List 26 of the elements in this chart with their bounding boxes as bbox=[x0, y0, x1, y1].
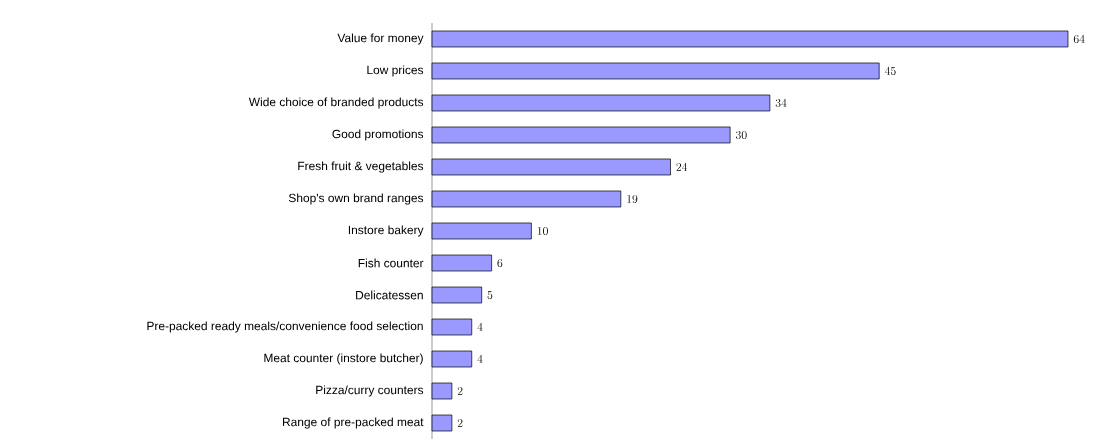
y-tick-label: Fish counter bbox=[358, 258, 424, 268]
data-label: 10 bbox=[537, 226, 548, 236]
data-label: 4 bbox=[477, 354, 483, 363]
y-tick-label: Instore bakery bbox=[348, 225, 424, 237]
y-tick-label: Pizza/curry counters bbox=[316, 385, 424, 397]
data-label: 6 bbox=[497, 258, 503, 268]
y-tick-label: Range of pre-packed meat bbox=[283, 417, 424, 429]
y-tick-label: Fresh fruit & vegetables bbox=[298, 161, 424, 173]
data-label: 4 bbox=[477, 322, 483, 331]
y-tick-label: Pre-packed ready meals/convenience food selection bbox=[147, 321, 423, 333]
y-tick-label: Good promotions bbox=[332, 129, 424, 141]
data-label: 45 bbox=[884, 66, 896, 76]
data-label: 5 bbox=[487, 290, 493, 300]
y-tick-label: Wide choice of branded products bbox=[248, 97, 424, 109]
data-label: 2 bbox=[457, 418, 463, 427]
data-label: 30 bbox=[735, 130, 747, 140]
y-tick-label: Delicatessen bbox=[356, 290, 423, 300]
data-label: 64 bbox=[1073, 34, 1085, 44]
y-tick-label: Value for money bbox=[337, 33, 424, 45]
data-label: 19 bbox=[627, 194, 638, 204]
data-label: 2 bbox=[457, 386, 463, 395]
y-tick-label: Meat counter (instore butcher) bbox=[264, 353, 423, 365]
y-tick-label: Low prices bbox=[367, 65, 424, 77]
data-label: 34 bbox=[775, 98, 787, 108]
data-label: 24 bbox=[676, 162, 688, 171]
y-tick-label: Shop's own brand ranges bbox=[288, 193, 424, 205]
